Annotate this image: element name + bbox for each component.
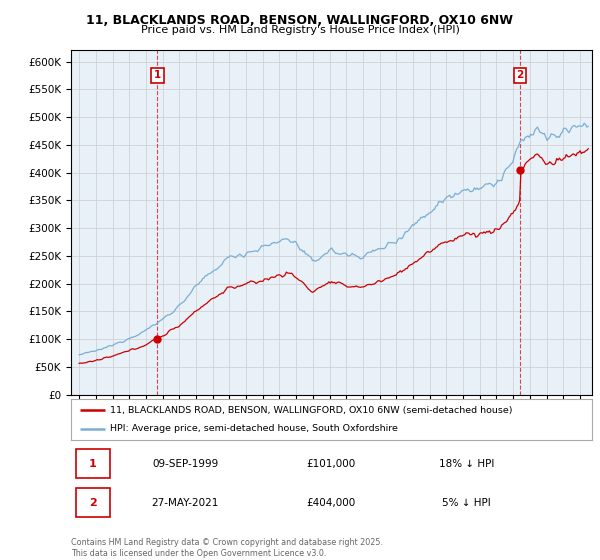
Text: 1: 1 [154, 71, 161, 81]
Text: Price paid vs. HM Land Registry's House Price Index (HPI): Price paid vs. HM Land Registry's House … [140, 25, 460, 35]
Text: 1: 1 [89, 459, 97, 469]
Text: 5% ↓ HPI: 5% ↓ HPI [442, 498, 491, 508]
Text: 11, BLACKLANDS ROAD, BENSON, WALLINGFORD, OX10 6NW (semi-detached house): 11, BLACKLANDS ROAD, BENSON, WALLINGFORD… [110, 405, 512, 414]
Text: 27-MAY-2021: 27-MAY-2021 [152, 498, 219, 508]
Text: £101,000: £101,000 [307, 459, 356, 469]
Text: 2: 2 [517, 71, 524, 81]
Text: 11, BLACKLANDS ROAD, BENSON, WALLINGFORD, OX10 6NW: 11, BLACKLANDS ROAD, BENSON, WALLINGFORD… [86, 14, 514, 27]
Text: Contains HM Land Registry data © Crown copyright and database right 2025.
This d: Contains HM Land Registry data © Crown c… [71, 538, 383, 558]
Text: 09-SEP-1999: 09-SEP-1999 [152, 459, 218, 469]
Text: 18% ↓ HPI: 18% ↓ HPI [439, 459, 494, 469]
Text: 2: 2 [89, 498, 97, 508]
FancyBboxPatch shape [76, 449, 110, 478]
FancyBboxPatch shape [76, 488, 110, 517]
Text: HPI: Average price, semi-detached house, South Oxfordshire: HPI: Average price, semi-detached house,… [110, 424, 398, 433]
Text: £404,000: £404,000 [307, 498, 356, 508]
